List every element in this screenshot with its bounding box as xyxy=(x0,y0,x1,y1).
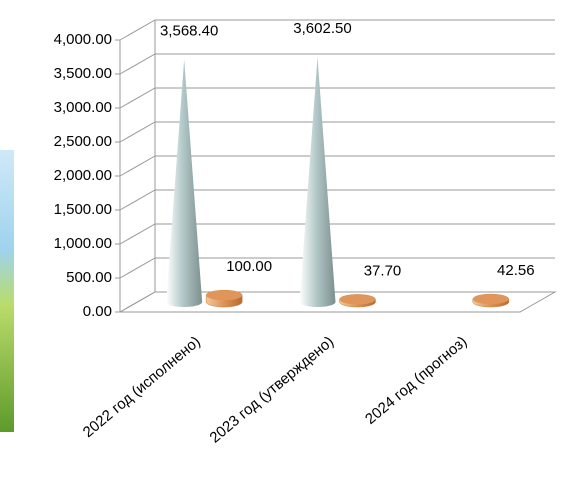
y-tick-label: 2,500.00 xyxy=(54,133,112,150)
data-label: 3,602.50 xyxy=(293,20,351,37)
data-label: 37.70 xyxy=(364,262,402,279)
x-tick-label: 2023 год (утверждено) xyxy=(207,333,338,446)
disc-top xyxy=(206,290,243,301)
y-tick-label: 3,000.00 xyxy=(54,99,112,116)
y-tick-label: 2,000.00 xyxy=(54,167,112,184)
data-label: 100.00 xyxy=(226,258,272,275)
cone xyxy=(299,57,336,307)
disc-top xyxy=(339,294,376,305)
y-tick-label: 1,500.00 xyxy=(54,201,112,218)
y-tick-label: 4,000.00 xyxy=(54,31,112,48)
cone xyxy=(166,59,203,307)
data-label: 42.56 xyxy=(497,262,535,279)
x-tick-label: 2024 год (прогноз) xyxy=(362,333,470,428)
y-tick-label: 1,000.00 xyxy=(54,235,112,252)
grid-line xyxy=(119,53,555,75)
x-tick-label: 2022 год (исполнено) xyxy=(80,333,204,441)
background-image xyxy=(0,150,14,432)
grid-line xyxy=(119,87,555,109)
y-tick-label: 3,500.00 xyxy=(54,65,112,82)
y-tick-label: 500.00 xyxy=(66,269,112,286)
grid-line xyxy=(119,189,555,211)
grid-line xyxy=(119,19,555,41)
grid-line xyxy=(119,121,555,143)
data-label: 3,568.40 xyxy=(160,22,218,39)
disc-top xyxy=(472,294,509,305)
grid-line xyxy=(119,291,555,313)
y-tick-label: 0.00 xyxy=(83,303,112,320)
grid-line xyxy=(119,223,555,245)
grid-line xyxy=(119,155,555,177)
grid-line xyxy=(119,257,555,279)
